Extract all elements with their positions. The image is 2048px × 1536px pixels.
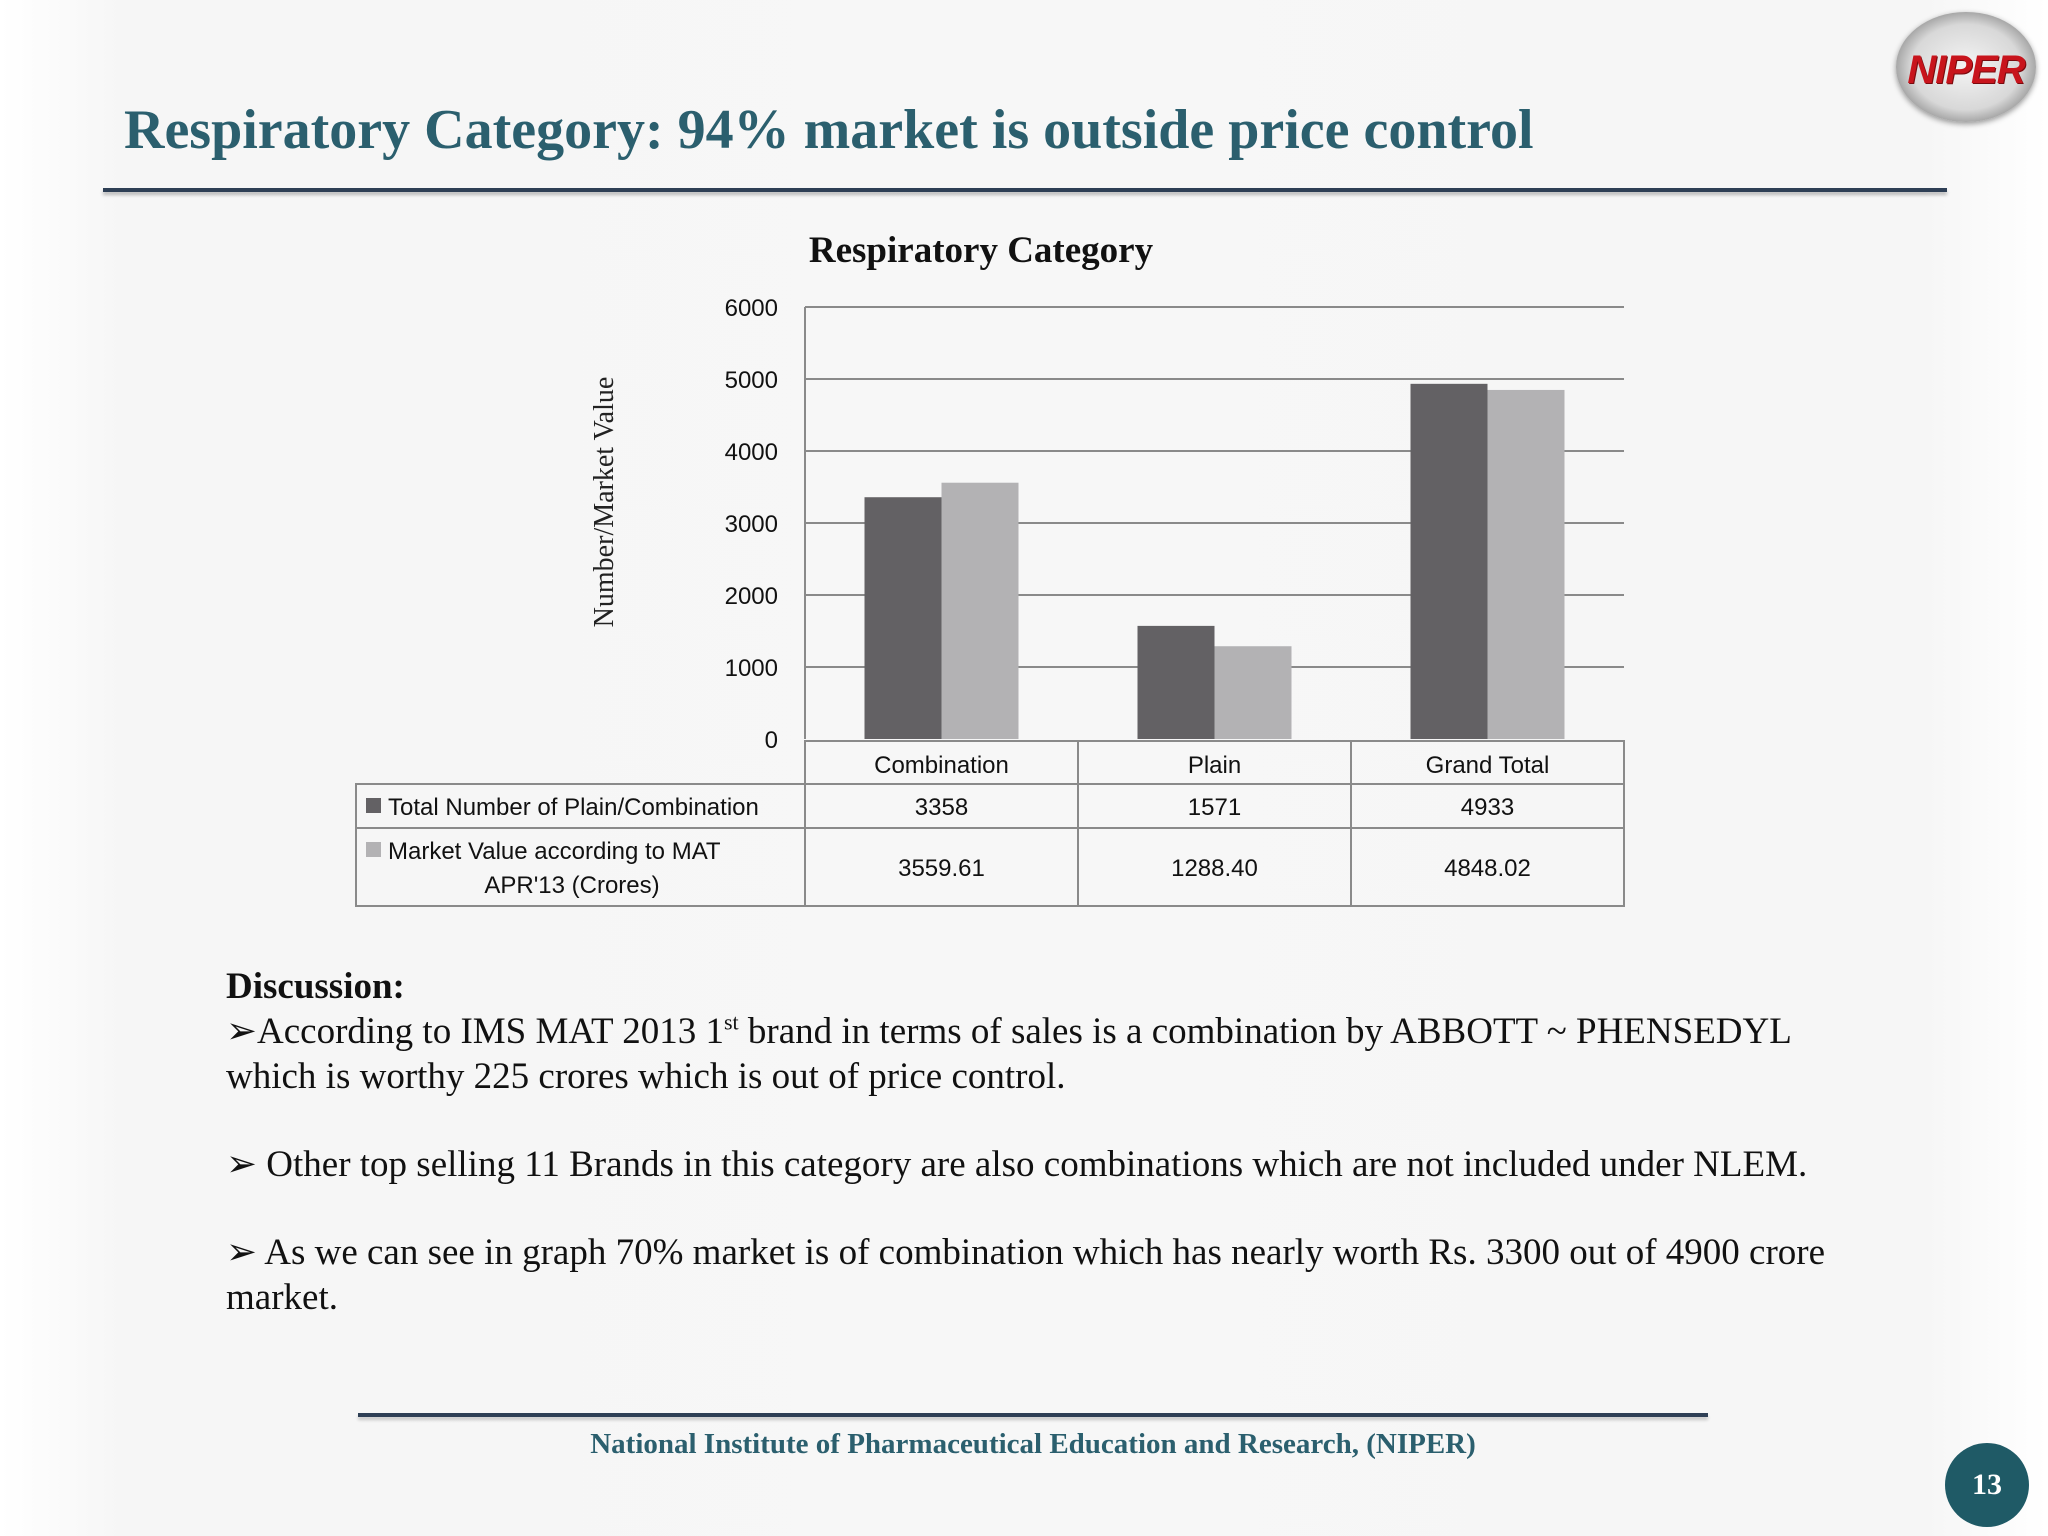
footer-divider xyxy=(358,1413,1708,1417)
table-data-value: 4933 xyxy=(1461,794,1514,821)
slide-title: Respiratory Category: 94% market is outs… xyxy=(124,99,1534,161)
bullet-arrow-icon: ➢ xyxy=(226,1232,258,1273)
table-data-value: 3559.61 xyxy=(898,855,985,882)
x-category-label: Combination xyxy=(874,752,1009,779)
bullet-3-text: As we can see in graph 70% market is of … xyxy=(226,1232,1826,1318)
legend-label: Market Value according to MAT xyxy=(388,838,721,865)
y-tick-label: 5000 xyxy=(725,367,778,394)
y-tick-label: 3000 xyxy=(725,511,778,538)
niper-logo: NIPER xyxy=(1896,12,2036,122)
legend-label: Total Number of Plain/Combination xyxy=(388,794,759,821)
y-tick-label: 4000 xyxy=(725,439,778,466)
bullet-arrow-icon: ➢ xyxy=(226,1011,258,1052)
x-category-label: Grand Total xyxy=(1426,752,1550,779)
legend-swatch xyxy=(366,842,381,857)
table-data-value: 3358 xyxy=(915,794,968,821)
y-tick-label: 0 xyxy=(765,727,778,754)
legend-swatch xyxy=(366,798,381,813)
page-number-badge: 13 xyxy=(1945,1443,2029,1527)
bar-market-value xyxy=(1214,646,1292,739)
discussion-bullet-1: ➢According to IMS MAT 2013 1st brand in … xyxy=(226,1009,1846,1099)
bar-market-value xyxy=(941,482,1019,739)
bullet-1-text-b: brand in terms of sales is a combination… xyxy=(226,1011,1791,1097)
table-data-value: 1571 xyxy=(1188,794,1241,821)
table-data-value: 4848.02 xyxy=(1444,855,1531,882)
x-category-label: Plain xyxy=(1188,752,1241,779)
bar-total-number xyxy=(1410,383,1488,739)
y-tick-label: 1000 xyxy=(725,655,778,682)
bar-total-number xyxy=(864,497,942,739)
chart-title: Respiratory Category xyxy=(809,230,1154,271)
discussion-bullet-2: ➢ Other top selling 11 Brands in this ca… xyxy=(226,1142,1846,1187)
bullet-1-text-a: According to IMS MAT 2013 1 xyxy=(257,1011,724,1052)
title-divider xyxy=(103,188,1947,192)
legend-label: APR'13 (Crores) xyxy=(484,872,659,899)
bullet-1-superscript: st xyxy=(723,1009,739,1035)
discussion-heading: Discussion: xyxy=(226,966,405,1007)
bar-market-value xyxy=(1487,389,1565,739)
discussion-bullet-3: ➢ As we can see in graph 70% market is o… xyxy=(226,1230,1846,1320)
table-data-value: 1288.40 xyxy=(1171,855,1258,882)
bar-total-number xyxy=(1137,625,1215,739)
logo-text: NIPER xyxy=(1907,48,2025,92)
bullet-2-text: Other top selling 11 Brands in this cate… xyxy=(257,1144,1808,1185)
bullet-arrow-icon: ➢ xyxy=(226,1144,258,1185)
y-axis-label: Number/Market Value xyxy=(589,377,620,628)
y-tick-label: 2000 xyxy=(725,583,778,610)
respiratory-bar-chart: Respiratory Category Number/Market Value 0… xyxy=(355,230,1625,907)
footer-institute-name: National Institute of Pharmaceutical Edu… xyxy=(590,1428,1476,1460)
discussion-section: Discussion: ➢According to IMS MAT 2013 1… xyxy=(226,964,1846,1320)
y-tick-label: 6000 xyxy=(725,295,778,322)
